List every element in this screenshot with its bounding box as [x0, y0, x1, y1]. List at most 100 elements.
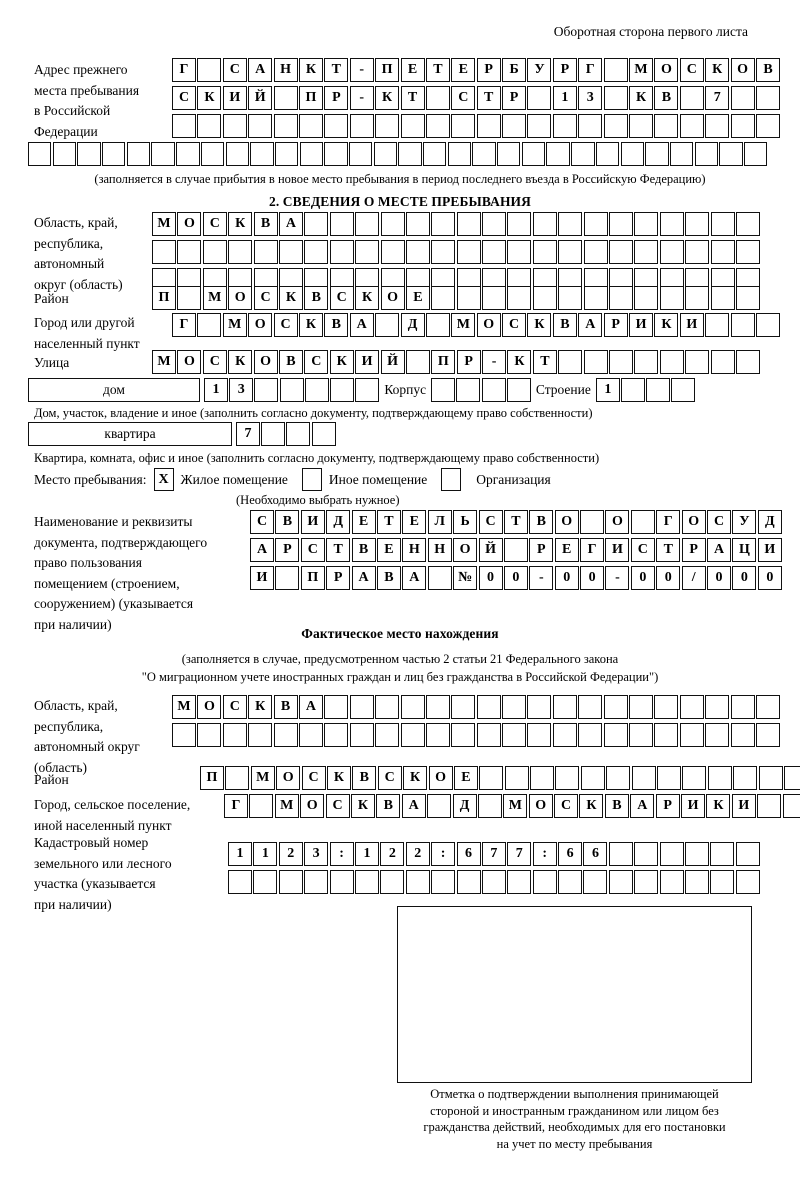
actual-region-r2-cell-6[interactable] [324, 723, 349, 747]
previous-address-r1-cell-22[interactable]: О [730, 58, 755, 82]
actual-district-cell-7[interactable]: С [377, 766, 402, 790]
actual-region-r1-cell-16[interactable] [578, 695, 603, 719]
checkbox-residential[interactable]: Х [153, 468, 174, 491]
previous-address-r1-cell-17[interactable] [603, 58, 628, 82]
section2-city-cell-12[interactable]: О [476, 313, 501, 337]
section2-region-r2-cell-5[interactable] [278, 240, 303, 264]
actual-region-r2-cell-18[interactable] [629, 723, 654, 747]
previous-address-r4-cell-15[interactable] [398, 142, 422, 166]
actual-district-cell-16[interactable] [606, 766, 631, 790]
actual-city-cell-16[interactable]: А [630, 794, 655, 818]
korpus-value-boxes[interactable] [431, 378, 532, 402]
actual-region-r1-cell-17[interactable] [603, 695, 628, 719]
document-r2-cell-5[interactable]: Е [376, 538, 401, 562]
previous-address-r4-cell-18[interactable] [472, 142, 496, 166]
previous-address-r1-cell-18[interactable]: М [629, 58, 654, 82]
previous-address-r2-cell-22[interactable] [730, 86, 755, 110]
section2-region-row-2[interactable] [152, 240, 761, 264]
actual-district-cell-4[interactable]: С [301, 766, 326, 790]
stroenie-cell-3[interactable] [671, 378, 696, 402]
previous-address-r3-cell-13[interactable] [502, 114, 527, 138]
cadastre-r1-cell-0[interactable]: 1 [228, 842, 252, 866]
section2-region-r1-cell-10[interactable] [405, 212, 430, 236]
previous-address-r3-cell-21[interactable] [705, 114, 730, 138]
section2-region-r2-cell-20[interactable] [659, 240, 684, 264]
previous-address-r4-cell-4[interactable] [126, 142, 151, 166]
actual-region-r1-cell-1[interactable]: О [197, 695, 222, 719]
previous-address-r1-cell-8[interactable]: П [375, 58, 400, 82]
cadastre-r2-cell-12[interactable] [532, 870, 557, 894]
cadastre-r2-cell-3[interactable] [304, 870, 329, 894]
actual-region-r2-cell-14[interactable] [527, 723, 552, 747]
actual-region-r2-cell-22[interactable] [730, 723, 755, 747]
document-r1-cell-8[interactable]: Ь [453, 510, 478, 534]
cadastre-r2-cell-7[interactable] [405, 870, 430, 894]
section2-city-cell-10[interactable] [425, 313, 450, 337]
previous-address-r3-cell-1[interactable] [197, 114, 222, 138]
actual-region-r1-cell-19[interactable] [654, 695, 679, 719]
previous-address-r3-cell-18[interactable] [629, 114, 654, 138]
previous-address-r1-cell-12[interactable]: Р [476, 58, 501, 82]
previous-address-r3-cell-11[interactable] [451, 114, 476, 138]
actual-city-cell-3[interactable]: О [300, 794, 325, 818]
actual-region-r1-cell-12[interactable] [476, 695, 501, 719]
actual-city-cell-20[interactable]: И [731, 794, 756, 818]
flat-cell-3[interactable] [311, 422, 336, 446]
section2-street-cell-11[interactable]: П [431, 350, 456, 374]
actual-region-r2-cell-19[interactable] [654, 723, 679, 747]
actual-region-r1-cell-10[interactable] [425, 695, 450, 719]
previous-address-r1-cell-5[interactable]: К [298, 58, 323, 82]
actual-region-r1-cell-5[interactable]: А [298, 695, 323, 719]
section2-region-r2-cell-9[interactable] [380, 240, 405, 264]
stroenie-cell-2[interactable] [646, 378, 671, 402]
previous-address-r4-cell-21[interactable] [546, 142, 570, 166]
actual-region-r2-cell-15[interactable] [552, 723, 577, 747]
previous-address-r3-cell-8[interactable] [375, 114, 400, 138]
flat-field-group[interactable]: квартира 7 [28, 422, 337, 446]
document-r1-cell-6[interactable]: Е [402, 510, 427, 534]
cadastre-r2-cell-19[interactable] [710, 870, 735, 894]
cadastre-r2-cell-2[interactable] [278, 870, 303, 894]
section2-city-cell-13[interactable]: С [502, 313, 527, 337]
actual-district-cell-10[interactable]: Е [453, 766, 478, 790]
section2-region-r2-cell-16[interactable] [558, 240, 583, 264]
previous-address-r2-cell-5[interactable]: П [298, 86, 323, 110]
document-r3-cell-20[interactable]: 0 [757, 566, 782, 590]
previous-address-r3-cell-12[interactable] [476, 114, 501, 138]
section2-city-cell-1[interactable] [197, 313, 222, 337]
section2-district-cell-4[interactable]: С [253, 286, 278, 310]
section2-city-cell-19[interactable]: К [654, 313, 679, 337]
actual-district-cell-23[interactable] [783, 766, 800, 790]
previous-address-r4-cell-11[interactable] [299, 142, 323, 166]
document-r3-cell-1[interactable] [275, 566, 300, 590]
section2-region-r2-cell-13[interactable] [482, 240, 507, 264]
document-r3-cell-2[interactable]: П [300, 566, 325, 590]
previous-address-r2-cell-7[interactable]: - [349, 86, 374, 110]
cadastre-r2-cell-16[interactable] [634, 870, 659, 894]
section2-region-r1-cell-1[interactable]: О [177, 212, 202, 236]
section2-district-cell-9[interactable]: О [380, 286, 405, 310]
actual-district-cell-9[interactable]: О [428, 766, 453, 790]
cadastre-r1-cell-15[interactable] [608, 842, 633, 866]
actual-city-cell-2[interactable]: М [274, 794, 299, 818]
document-r1-cell-19[interactable]: У [732, 510, 757, 534]
document-r2-cell-20[interactable]: И [757, 538, 782, 562]
section2-region-r2-cell-7[interactable] [329, 240, 354, 264]
previous-address-r2-cell-10[interactable] [425, 86, 450, 110]
section2-city-cell-4[interactable]: С [273, 313, 298, 337]
actual-city-cell-6[interactable]: В [376, 794, 401, 818]
document-r1-cell-10[interactable]: Т [503, 510, 528, 534]
stroenie-cell-0[interactable]: 1 [595, 378, 620, 402]
actual-region-r1-cell-21[interactable] [705, 695, 730, 719]
previous-address-r4-cell-10[interactable] [274, 142, 299, 166]
document-r2-cell-11[interactable]: Р [529, 538, 554, 562]
document-r3-cell-16[interactable]: 0 [656, 566, 681, 590]
section2-district-cell-13[interactable] [482, 286, 507, 310]
previous-address-r4-cell-25[interactable] [645, 142, 669, 166]
section2-street-cell-7[interactable]: К [329, 350, 354, 374]
document-r1-cell-11[interactable]: В [529, 510, 554, 534]
previous-address-r4-cell-24[interactable] [620, 142, 644, 166]
previous-address-r3-cell-22[interactable] [730, 114, 755, 138]
